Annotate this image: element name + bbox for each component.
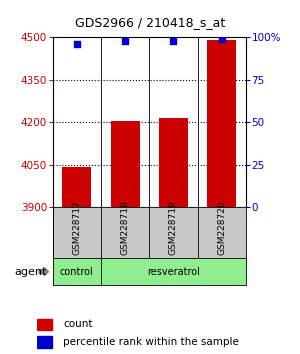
Point [219, 36, 224, 42]
Point [171, 38, 176, 44]
Bar [159, 118, 188, 207]
Text: GSM228720: GSM228720 [217, 200, 226, 255]
Text: GSM228717: GSM228717 [72, 200, 81, 255]
Text: GDS2966 / 210418_s_at: GDS2966 / 210418_s_at [75, 17, 225, 29]
Text: resveratrol: resveratrol [147, 267, 200, 277]
Text: GSM228719: GSM228719 [169, 200, 178, 255]
Bar [38, 319, 52, 330]
Text: GSM228718: GSM228718 [121, 200, 130, 255]
Text: percentile rank within the sample: percentile rank within the sample [63, 337, 239, 347]
Bar [38, 336, 52, 348]
Text: control: control [60, 267, 94, 277]
Text: count: count [63, 319, 93, 329]
Bar [111, 121, 140, 207]
Point [123, 38, 128, 44]
Point [74, 41, 79, 47]
Text: agent: agent [14, 267, 46, 277]
Bar [62, 167, 91, 207]
Bar [207, 40, 236, 207]
